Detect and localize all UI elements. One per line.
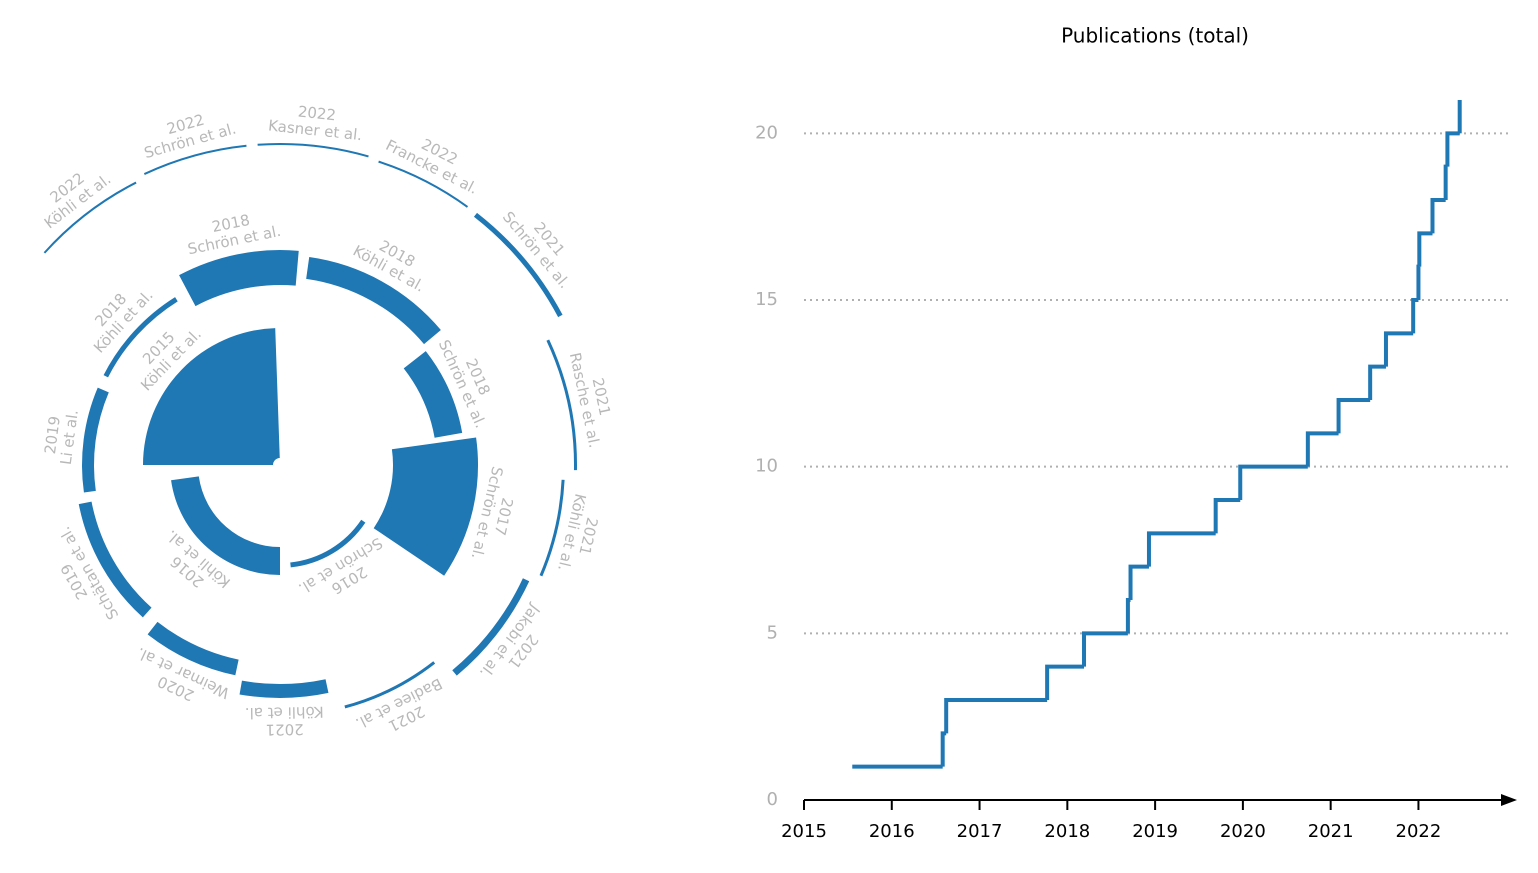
y-tick-label: 15 — [755, 289, 778, 310]
radial-bar — [143, 144, 247, 175]
x-tick-label: 2015 — [781, 821, 827, 842]
radial-bar — [143, 328, 280, 465]
bar-label-author: Köhli et al. — [245, 703, 324, 722]
step-segment — [944, 698, 1048, 734]
y-tick-label: 5 — [767, 622, 778, 643]
radial-bar — [239, 679, 329, 698]
step-segment — [1443, 164, 1448, 200]
x-axis-arrow — [1501, 794, 1517, 806]
x-tick-label: 2022 — [1396, 821, 1442, 842]
radial-bar — [539, 479, 565, 577]
radial-bar — [378, 160, 469, 208]
y-tick-label: 10 — [755, 456, 778, 477]
step-segment — [1368, 364, 1386, 400]
step-segment — [1417, 231, 1433, 267]
step-segment — [1238, 464, 1308, 500]
bar-label: Kasner et al.2022 — [267, 102, 363, 144]
radial-bar — [452, 578, 530, 676]
radial-bar — [473, 212, 563, 318]
step-segment — [1336, 398, 1371, 434]
x-tick-label: 2018 — [1044, 821, 1090, 842]
radial-bar — [103, 297, 178, 378]
bar-label-year: 2021 — [265, 720, 303, 739]
step-segment — [1305, 431, 1339, 467]
radial-bar — [171, 476, 280, 575]
radial-bar — [147, 621, 239, 676]
x-tick-label: 2017 — [957, 821, 1003, 842]
radial-bar — [306, 257, 441, 345]
step-segment — [1411, 298, 1419, 334]
bar-label: Köhli et al.2021 — [245, 703, 324, 739]
step-segment — [1445, 131, 1460, 167]
radial-bar — [403, 351, 463, 438]
bar-label: Schrön et al.2016 — [295, 534, 385, 598]
bar-label: Köhli et al.2022 — [41, 169, 115, 232]
step-segment — [1125, 598, 1131, 634]
radial-bar — [290, 519, 366, 568]
bar-label: Jakobi et al.2021 — [476, 600, 544, 681]
step-segment — [1383, 331, 1414, 367]
step-segment — [1146, 531, 1216, 567]
radial-bar — [78, 501, 152, 618]
bar-label-year: 2019 — [41, 415, 64, 455]
radial-bar — [546, 339, 578, 471]
y-tick-label: 20 — [755, 122, 778, 143]
radial-bar — [82, 387, 109, 493]
x-tick-label: 2021 — [1308, 821, 1354, 842]
bar-label: Badiee et al.2021 — [353, 674, 446, 735]
bar-label: Schrön et al.2021 — [499, 208, 574, 292]
radial-bar — [257, 143, 369, 158]
step-segment — [1416, 264, 1421, 300]
bar-label: Köhli et al.2018 — [90, 286, 157, 356]
step-segment — [1430, 198, 1446, 234]
x-tick-label: 2019 — [1132, 821, 1178, 842]
step-segment — [1082, 631, 1128, 667]
step-segment — [1213, 498, 1241, 534]
x-tick-label: 2016 — [869, 821, 915, 842]
x-tick-label: 2020 — [1220, 821, 1266, 842]
chart-title: Publications (total) — [1061, 24, 1249, 48]
y-tick-label: 0 — [767, 789, 778, 810]
bar-label-year: 2022 — [297, 102, 337, 124]
radial-bar — [179, 250, 299, 307]
step-segment — [940, 731, 947, 767]
step-segment — [1045, 664, 1085, 700]
bar-label: Li et al.2019 — [41, 409, 82, 466]
radial-bar — [373, 437, 479, 576]
step-segment — [1128, 564, 1149, 600]
bar-label: Schrön et al.2022 — [142, 111, 238, 162]
radial-bar — [344, 661, 436, 709]
